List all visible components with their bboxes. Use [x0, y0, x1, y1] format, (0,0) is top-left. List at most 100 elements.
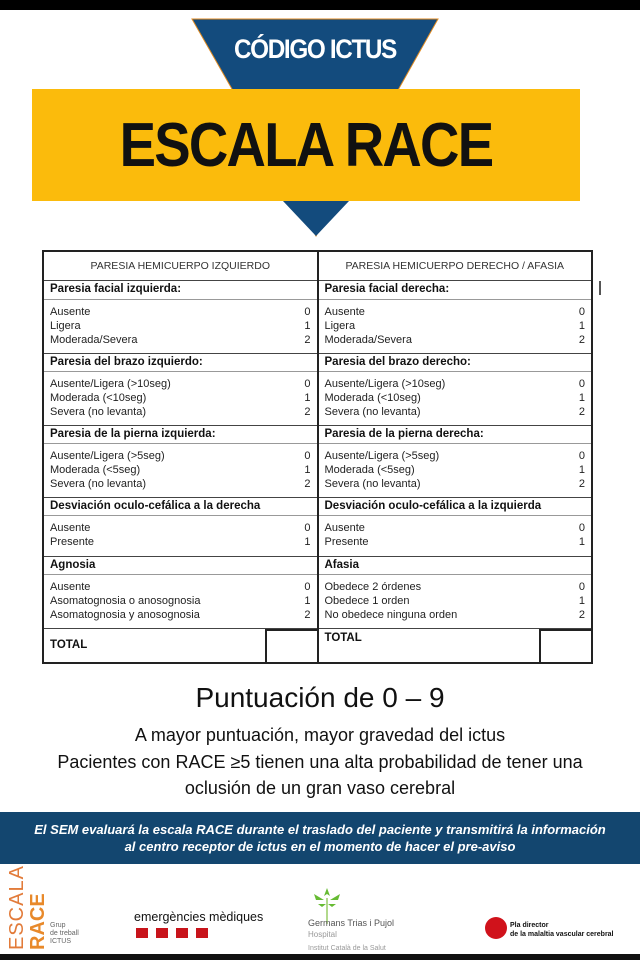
score-option: Ausente/Ligera (>10seg) 0 — [50, 377, 311, 391]
total-input-box[interactable] — [539, 629, 591, 662]
germans-trias-logo: Germans Trias i Pujol — [308, 918, 395, 928]
section-items: Ausente 0 Presente 1 — [319, 516, 592, 556]
logo-text: ICTUS — [50, 938, 71, 945]
option-points: 0 — [304, 522, 311, 534]
option-points: 0 — [578, 306, 585, 318]
option-points: 0 — [304, 306, 311, 318]
option-points: 1 — [304, 536, 311, 548]
score-option: Moderada (<5seg) 1 — [50, 463, 311, 477]
section-items: Ausente 0 Ligera 1 Moderada/Severa 2 — [44, 300, 317, 353]
section-title: Agnosia — [44, 556, 317, 575]
section-title: Paresia facial izquierda: — [44, 281, 317, 300]
score-option: Moderada/Severa 2 — [50, 333, 311, 347]
option-label: Presente — [50, 536, 95, 548]
score-option: Ausente 0 — [50, 580, 311, 594]
option-points: 0 — [578, 581, 585, 593]
info-band: El SEM evaluará la escala RACE durante e… — [0, 812, 640, 864]
option-label: Ligera — [324, 320, 356, 332]
option-points: 2 — [304, 478, 311, 490]
score-option: Asomatognosia o anosognosia 1 — [50, 594, 311, 608]
section-items: Ausente 0 Ligera 1 Moderada/Severa 2 — [319, 300, 592, 353]
section-items: Obedece 2 órdenes 0 Obedece 1 orden 1 No obe… — [319, 575, 592, 628]
option-label: Severa (no levanta) — [324, 478, 421, 490]
section-title: Afasia — [318, 556, 591, 575]
option-label: Ligera — [50, 320, 81, 332]
total-label: TOTAL — [324, 632, 362, 644]
logo-text: de treball — [50, 930, 79, 937]
sem-logo: emergències mèdiques — [134, 910, 264, 924]
sem-logo-square — [156, 928, 168, 938]
section-items: Ausente/Ligera (>5seg) 0 Moderada (<5seg) 1… — [319, 444, 592, 497]
score-option: Moderada (<10seg) 1 — [325, 391, 586, 405]
option-label: Asomatognosia o anosognosia — [50, 595, 201, 607]
option-label: Moderada/Severa — [50, 334, 138, 346]
option-label: Severa (no levanta) — [324, 406, 421, 418]
option-points: 0 — [304, 581, 311, 593]
option-points: 2 — [578, 334, 585, 346]
page-title: ESCALA RACE — [119, 111, 494, 180]
score-description: A mayor puntuación, mayor gravedad del i… — [0, 722, 640, 802]
option-label: Moderada (<5seg) — [50, 464, 141, 476]
option-label: Moderada/Severa — [324, 334, 412, 346]
section-title: Desviación oculo-cefálica a la derecha — [44, 497, 317, 516]
band-line: al centro receptor de ictus en el moment… — [124, 839, 516, 854]
right-column: PARESIA HEMICUERPO DERECHO / AFASIA Pares… — [316, 251, 592, 663]
text-cursor — [599, 281, 601, 295]
option-points: 1 — [578, 392, 585, 404]
column-heading: PARESIA HEMICUERPO IZQUIERDO — [44, 252, 317, 281]
option-points: 1 — [304, 595, 311, 607]
option-label: Ausente — [50, 581, 91, 593]
option-points: 0 — [578, 522, 585, 534]
logo-text: Grup — [50, 922, 66, 929]
option-label: Severa (no levanta) — [50, 406, 146, 418]
score-option: Severa (no levanta) 2 — [325, 405, 586, 419]
option-label: Ausente/Ligera (>10seg) — [324, 378, 446, 390]
score-option: Presente 1 — [325, 535, 586, 549]
sem-logo-square — [136, 928, 148, 938]
band-line: El SEM evaluará la escala RACE durante e… — [34, 822, 606, 837]
section-title: Paresia del brazo izquierdo: — [44, 353, 317, 372]
title-banner — [32, 89, 580, 201]
option-label: No obedece ninguna orden — [324, 609, 458, 621]
option-points: 2 — [578, 406, 585, 418]
section-title: Desviación oculo-cefálica a la izquierda — [318, 497, 591, 516]
option-label: Ausente — [324, 522, 365, 534]
pla-director-logo-icon — [485, 917, 507, 939]
score-option: Ausente 0 — [325, 305, 586, 319]
section-title: Paresia facial derecha: — [318, 281, 591, 300]
option-label: Ausente/Ligera (>5seg) — [50, 450, 165, 462]
score-option: Severa (no levanta) 2 — [50, 477, 311, 491]
option-label: Asomatognosia y anosognosia — [50, 609, 200, 621]
score-option: Obedece 2 órdenes 0 — [325, 580, 586, 594]
race-scale-table: PARESIA HEMICUERPO IZQUIERDO Paresia faci… — [42, 250, 593, 664]
score-option: Ligera 1 — [325, 319, 586, 333]
logo-text: Hospital — [308, 930, 337, 939]
score-option: Obedece 1 orden 1 — [325, 594, 586, 608]
section-items: Ausente 0 Presente 1 — [44, 516, 317, 556]
score-option: Presente 1 — [50, 535, 311, 549]
option-points: 2 — [304, 334, 311, 346]
score-range: Puntuación de 0 – 9 — [195, 682, 445, 713]
bottom-bar — [0, 954, 640, 960]
option-points: 1 — [304, 320, 311, 332]
score-option: Moderada/Severa 2 — [325, 333, 586, 347]
option-points: 1 — [578, 536, 585, 548]
option-label: Ausente — [50, 306, 91, 318]
option-points: 1 — [578, 464, 585, 476]
option-points: 0 — [578, 450, 585, 462]
germans-trias-leaf-icon — [314, 888, 340, 924]
score-option: Moderada (<5seg) 1 — [325, 463, 586, 477]
logo-text: ESCALA — [6, 865, 28, 950]
total-row: TOTAL — [318, 628, 591, 662]
option-label: Ausente — [324, 306, 365, 318]
top-bar — [0, 0, 640, 10]
option-label: Ausente/Ligera (>10seg) — [50, 378, 171, 390]
section-title: Paresia de la pierna derecha: — [318, 425, 591, 444]
option-label: Presente — [324, 536, 369, 548]
option-label: Moderada (<10seg) — [324, 392, 421, 404]
option-label: Ausente — [50, 522, 91, 534]
option-points: 2 — [304, 406, 311, 418]
option-points: 1 — [578, 320, 585, 332]
total-input-box[interactable] — [264, 629, 317, 662]
section-items: Ausente/Ligera (>10seg) 0 Moderada (<10seg… — [44, 372, 317, 425]
